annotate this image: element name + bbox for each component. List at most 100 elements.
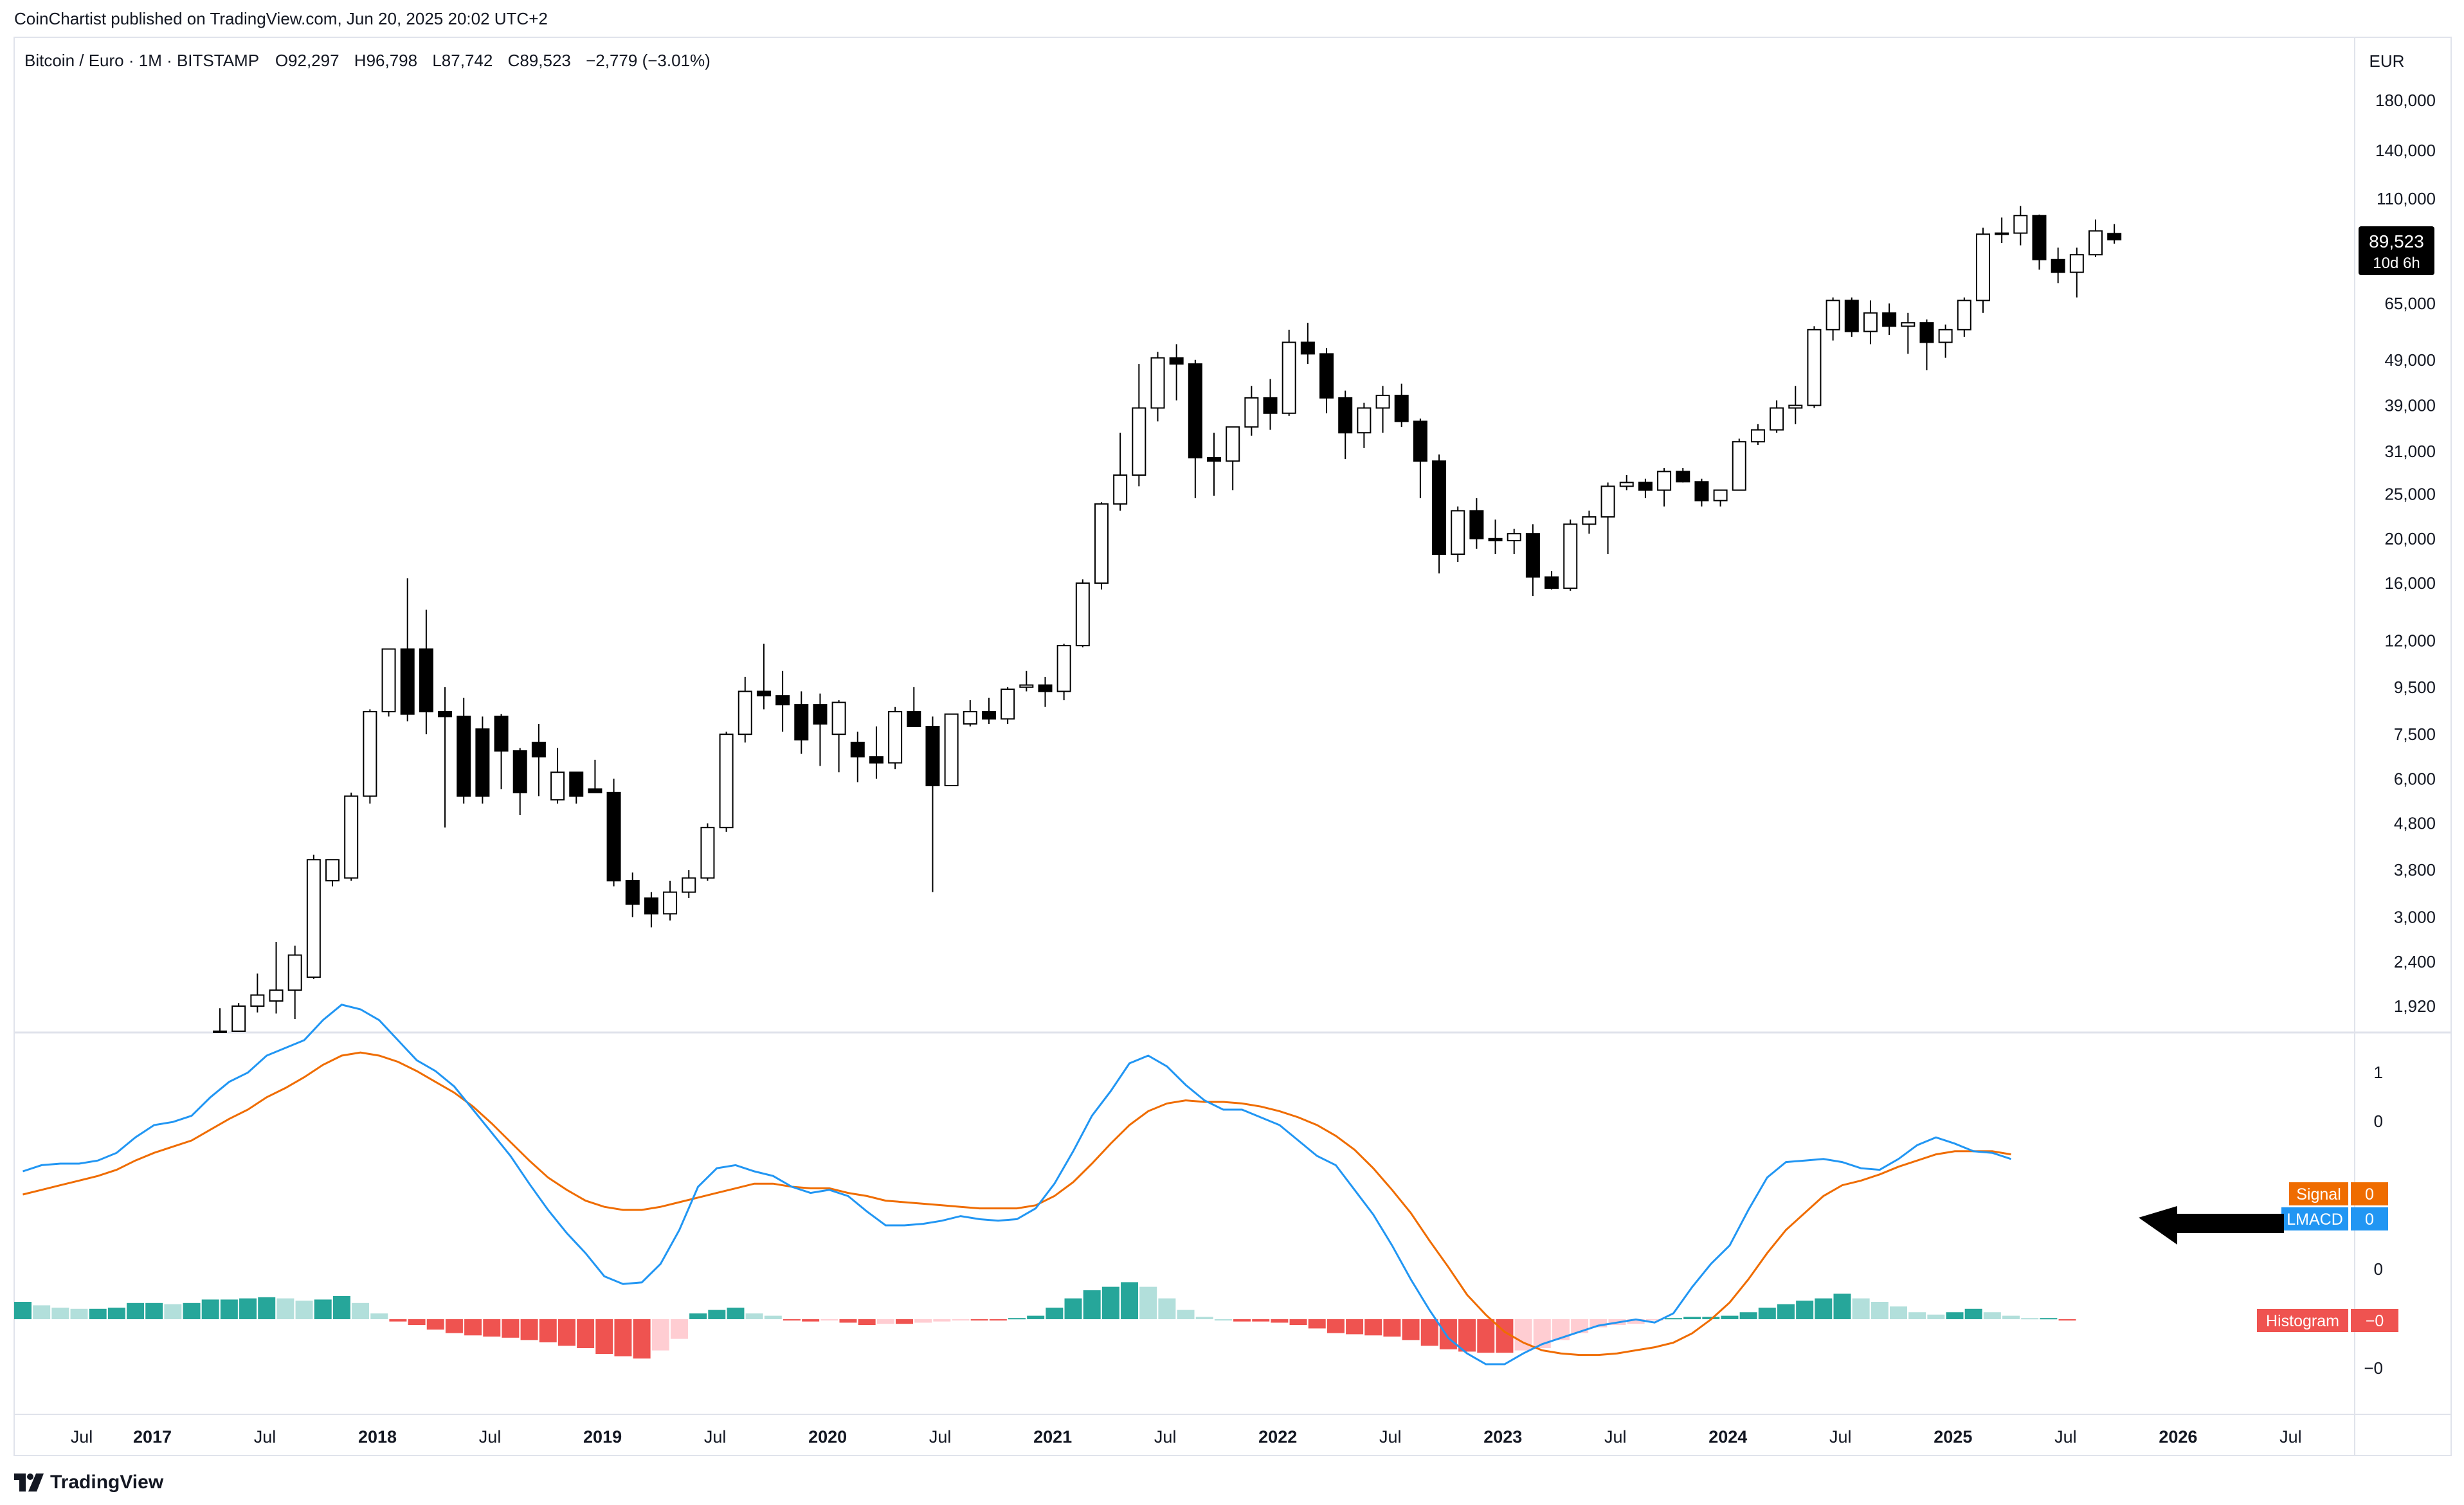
candle (1901, 312, 1916, 354)
candle (1451, 506, 1465, 562)
time-tick-label: 2019 (583, 1427, 622, 1446)
candle (2051, 248, 2065, 284)
candle (306, 854, 321, 979)
time-axis-ticks: Jul 2017 Jul 2018 Jul 2019 Jul 2020 Jul 2021 Jul 20… (71, 1427, 2302, 1446)
candle (606, 779, 621, 887)
candle (344, 792, 359, 881)
indicator-tick-label: 1 (2374, 1063, 2383, 1082)
candle (1844, 297, 1859, 337)
histogram-bar (1702, 1317, 1720, 1319)
histogram-bar (445, 1319, 463, 1333)
candle (794, 691, 809, 754)
tradingview-brand: TradingView (50, 1472, 164, 1493)
candle (1525, 524, 1540, 597)
tradingview-logo[interactable]: TradingView (14, 1470, 163, 1495)
price-tick-label: 180,000 (2375, 91, 2436, 110)
histogram-bar (1815, 1298, 1833, 1319)
histogram-bar (1195, 1317, 1213, 1319)
candle (1750, 424, 1765, 445)
candle (1563, 519, 1578, 591)
candle (1357, 402, 1372, 448)
candle (1582, 510, 1597, 534)
price-tick-label: 9,500 (2394, 678, 2436, 697)
candle (1545, 571, 1559, 590)
histogram-bar (1833, 1293, 1851, 1319)
histogram-bar (989, 1319, 1007, 1320)
candle (1600, 482, 1615, 555)
histogram-bar (1927, 1314, 1945, 1319)
histogram-bar (1645, 1319, 1663, 1320)
candle (1825, 297, 1840, 341)
histogram-bar (2058, 1319, 2076, 1320)
candle (663, 880, 678, 921)
histogram-label-text: Histogram (2266, 1312, 2339, 1330)
histogram-bar (1402, 1319, 1420, 1340)
histogram-bar (127, 1302, 145, 1319)
histogram-bar (1289, 1319, 1307, 1325)
histogram-bar (1101, 1286, 1119, 1319)
time-tick-label: 2023 (1483, 1427, 1522, 1446)
price-tick-label: 20,000 (2384, 529, 2436, 548)
price-tick-label: 3,800 (2394, 860, 2436, 879)
lmacd-value: 0 (2365, 1211, 2374, 1229)
histogram-bar (1008, 1318, 1026, 1320)
histogram-bar (483, 1319, 501, 1337)
currency-label[interactable]: EUR (2369, 51, 2405, 71)
histogram-bar (745, 1313, 763, 1319)
histogram-bar (820, 1319, 838, 1320)
histogram-bar (970, 1319, 988, 1320)
candle (1319, 348, 1334, 413)
histogram-bar (895, 1319, 913, 1324)
candle (325, 859, 340, 887)
histogram-bar (783, 1319, 801, 1320)
candle (625, 872, 640, 917)
candle (1788, 386, 1803, 424)
candle (1975, 228, 1990, 313)
candle (1263, 379, 1278, 430)
legend-open: O92,297 (275, 51, 340, 70)
candle (1413, 419, 1427, 498)
candle (813, 693, 828, 766)
candle (1882, 303, 1897, 336)
candle (1150, 352, 1165, 422)
histogram-bar (595, 1319, 613, 1354)
candle (1938, 324, 1953, 358)
histogram-bar (370, 1313, 388, 1319)
candle (531, 724, 546, 797)
signal-value: 0 (2365, 1185, 2374, 1203)
time-tick-label: 2024 (1708, 1427, 1747, 1446)
candle (1001, 687, 1015, 725)
candle (1638, 478, 1653, 498)
indicator-tick-label: 0 (2374, 1259, 2383, 1279)
histogram-bar (1121, 1282, 1139, 1319)
histogram-bar (2021, 1318, 2039, 1320)
lmacd-label: LMACD 0 (2281, 1207, 2388, 1230)
candle (381, 648, 396, 717)
histogram-bar (520, 1319, 538, 1340)
histogram-bar (1777, 1304, 1795, 1319)
annotation-arrow-icon (2139, 1206, 2284, 1245)
time-tick-label: Jul (1829, 1427, 1852, 1446)
candle (1300, 323, 1315, 365)
histogram-bar (1346, 1319, 1364, 1335)
price-tick-label: 49,000 (2384, 350, 2436, 370)
price-tick-label: 12,000 (2384, 631, 2436, 650)
histogram-bar (145, 1302, 163, 1319)
candle (1713, 489, 1728, 507)
histogram-bar (295, 1301, 313, 1319)
candle (719, 732, 734, 832)
candle (1094, 502, 1109, 590)
candle (1244, 386, 1259, 436)
candle (1188, 359, 1202, 498)
candle (925, 716, 940, 892)
candle (363, 709, 377, 804)
histogram-bar (1139, 1286, 1157, 1319)
price-tick-label: 140,000 (2375, 141, 2436, 160)
signal-label: Signal 0 (2289, 1182, 2388, 1205)
histogram-bar (332, 1296, 350, 1319)
candle (2032, 214, 2047, 270)
signal-label-text: Signal (2296, 1185, 2341, 1203)
candlestick-series (213, 206, 2122, 1033)
histogram-bar (839, 1319, 857, 1323)
